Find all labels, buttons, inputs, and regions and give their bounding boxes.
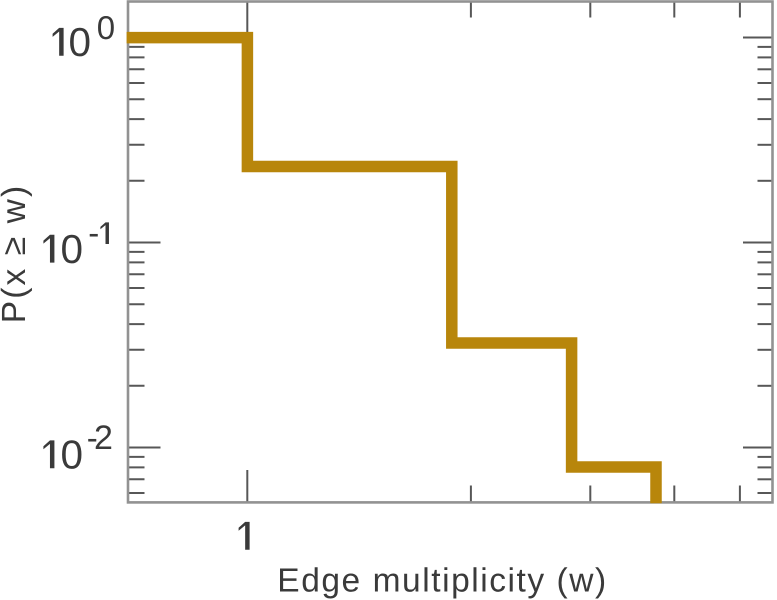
svg-text:0: 0 <box>68 19 91 65</box>
svg-text:2: 2 <box>94 419 113 457</box>
svg-text:-: - <box>87 419 98 456</box>
svg-text:P(x ≥ w): P(x ≥ w) <box>0 184 33 323</box>
svg-text:0: 0 <box>60 226 83 272</box>
svg-text:Edge multiplicity (w): Edge multiplicity (w) <box>277 563 607 600</box>
svg-text:0: 0 <box>60 432 83 478</box>
svg-text:0: 0 <box>97 9 115 46</box>
svg-text:-: - <box>88 214 99 251</box>
